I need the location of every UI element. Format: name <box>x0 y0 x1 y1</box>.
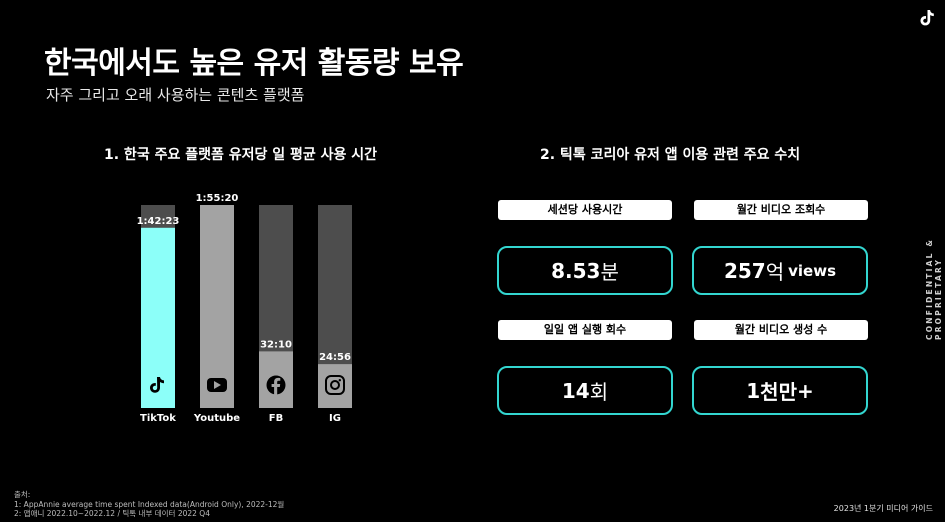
stat-unit: 천만 <box>760 380 797 404</box>
tiktok-icon <box>150 377 164 393</box>
tiktok-logo-icon <box>920 10 934 26</box>
stat-label-session-time: 세션당 사용시간 <box>498 200 672 220</box>
stat-suffix: views <box>788 261 837 280</box>
stat-card-session-time: 8.53 분 <box>497 246 673 295</box>
stat-label-monthly-views: 월간 비디오 조회수 <box>694 200 868 220</box>
stat-unit: 회 <box>589 380 609 404</box>
stat-value: 257 <box>723 258 766 283</box>
source-heading: 출처: <box>14 490 31 499</box>
footer-text: 2023년 1분기 미디어 가이드 <box>833 504 933 513</box>
value-label-youtube: 1:55:20 <box>196 193 239 204</box>
stat-card-monthly-views: 257 억 views <box>692 246 868 295</box>
value-label-ig: 24:56 <box>319 352 351 363</box>
stat-value: 1 <box>746 378 761 403</box>
source-line-2: 2: 앱애니 2022.10~2022.12 / 틱톡 내부 데이터 2022 … <box>14 509 210 518</box>
confidential-label: CONFIDENTIAL & PROPRIETARY <box>925 237 943 340</box>
page-subtitle: 자주 그리고 오래 사용하는 콘텐츠 플랫폼 <box>46 86 305 104</box>
bar-ig <box>318 364 352 408</box>
stat-card-monthly-creations: 1 천만 + <box>692 366 868 415</box>
category-label-fb: FB <box>269 413 283 424</box>
bar-youtube <box>200 205 234 408</box>
value-label-fb: 32:10 <box>260 339 292 350</box>
section2-title: 2. 틱톡 코리아 유저 앱 이용 관련 주요 수치 <box>540 147 801 163</box>
stat-label-monthly-creations: 월간 비디오 생성 수 <box>694 320 868 340</box>
facebook-icon <box>266 375 286 395</box>
youtube-icon <box>207 378 227 392</box>
stat-value: 14 <box>561 378 590 403</box>
category-label-youtube: Youtube <box>193 413 240 424</box>
stat-unit: 억 <box>765 260 785 284</box>
page-title: 한국에서도 높은 유저 활동량 보유 <box>44 46 464 81</box>
category-label-tiktok: TikTok <box>140 413 176 424</box>
source-line-1: 1: AppAnnie average time spent Indexed d… <box>14 499 285 509</box>
stat-card-daily-launches: 14 회 <box>497 366 673 415</box>
stat-label-daily-launches: 일일 앱 실행 회수 <box>498 320 672 340</box>
stat-suffix: + <box>796 378 814 403</box>
source-notes: 출처: 1: AppAnnie average time spent Index… <box>14 490 284 519</box>
usage-time-bar-chart: 1:42:23 TikTok 1:55:20 Youtube 32:10 FB 24:56 I… <box>137 193 352 424</box>
stat-value: 8.53 <box>551 258 601 283</box>
value-label-tiktok: 1:42:23 <box>137 216 180 227</box>
instagram-icon <box>325 375 345 395</box>
section1-title: 1. 한국 주요 플랫폼 유저당 일 평균 사용 시간 <box>104 147 378 163</box>
category-label-ig: IG <box>329 413 341 424</box>
stat-unit: 분 <box>600 260 619 284</box>
